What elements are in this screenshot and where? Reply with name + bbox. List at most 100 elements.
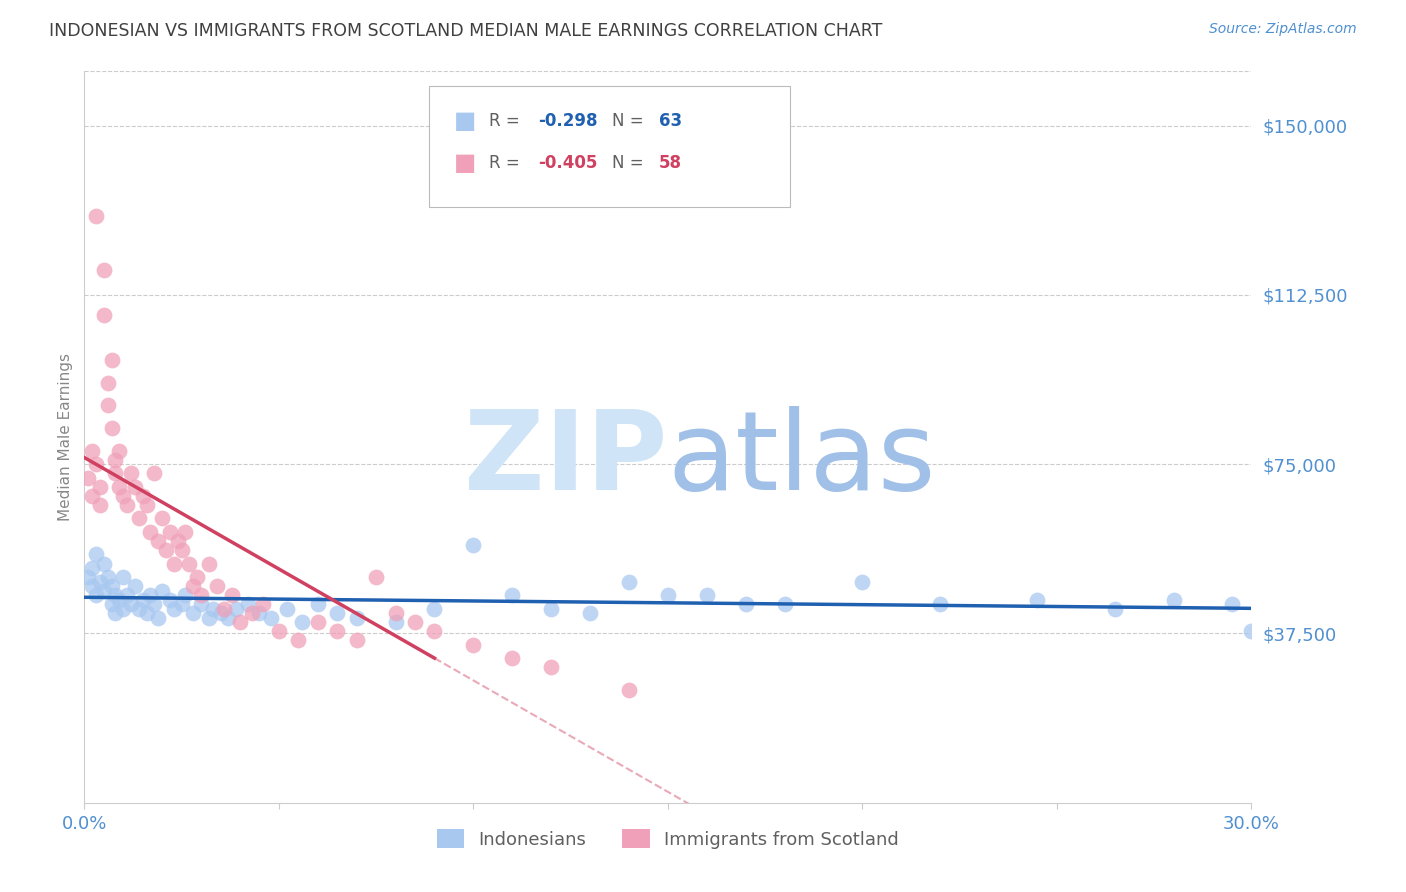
Point xyxy=(100,421,122,435)
Point xyxy=(93,557,115,571)
Point xyxy=(150,583,173,598)
Point xyxy=(249,606,271,620)
Point xyxy=(190,588,212,602)
Point xyxy=(307,615,329,630)
Legend: Indonesians, Immigrants from Scotland: Indonesians, Immigrants from Scotland xyxy=(430,822,905,856)
Point xyxy=(540,660,562,674)
Point xyxy=(501,588,523,602)
Point xyxy=(112,570,135,584)
Point xyxy=(287,633,309,648)
Text: ■: ■ xyxy=(454,109,477,133)
Point xyxy=(346,633,368,648)
Point xyxy=(132,489,155,503)
Text: 63: 63 xyxy=(658,112,682,130)
Point xyxy=(128,601,150,615)
Point xyxy=(657,588,679,602)
Point xyxy=(1104,601,1126,615)
Point xyxy=(124,579,146,593)
Point xyxy=(236,597,259,611)
Point xyxy=(384,606,406,620)
Point xyxy=(112,601,135,615)
Text: INDONESIAN VS IMMIGRANTS FROM SCOTLAND MEDIAN MALE EARNINGS CORRELATION CHART: INDONESIAN VS IMMIGRANTS FROM SCOTLAND M… xyxy=(49,22,883,40)
Point xyxy=(221,588,243,602)
Point xyxy=(1220,597,1243,611)
Point xyxy=(179,557,201,571)
Text: -0.405: -0.405 xyxy=(538,153,598,172)
Point xyxy=(201,601,224,615)
Point xyxy=(229,615,252,630)
Point xyxy=(773,597,796,611)
Point xyxy=(84,588,107,602)
Point xyxy=(181,579,204,593)
Point xyxy=(93,583,115,598)
Point xyxy=(128,511,150,525)
Point xyxy=(97,399,120,413)
Point xyxy=(217,610,239,624)
Point xyxy=(112,489,135,503)
Point xyxy=(159,592,181,607)
Point xyxy=(100,353,122,368)
Point xyxy=(540,601,562,615)
Point xyxy=(929,597,952,611)
Point xyxy=(139,588,162,602)
Point xyxy=(143,597,166,611)
Text: N =: N = xyxy=(612,112,648,130)
Point xyxy=(97,376,120,390)
Point xyxy=(159,524,181,539)
Point xyxy=(135,498,157,512)
Point xyxy=(404,615,426,630)
Point xyxy=(108,592,131,607)
Point xyxy=(89,498,111,512)
Point xyxy=(163,601,186,615)
Point xyxy=(734,597,756,611)
Point xyxy=(198,610,221,624)
Point xyxy=(214,601,236,615)
Point xyxy=(108,480,131,494)
Point xyxy=(174,524,197,539)
Point xyxy=(579,606,602,620)
Point xyxy=(366,570,388,584)
Point xyxy=(97,570,120,584)
Point xyxy=(93,263,115,277)
Point xyxy=(115,498,138,512)
Point xyxy=(100,597,122,611)
Point xyxy=(463,538,485,552)
Point xyxy=(77,570,100,584)
Point xyxy=(104,606,127,620)
Point xyxy=(104,466,127,480)
Point xyxy=(181,606,204,620)
Point xyxy=(148,610,170,624)
Point xyxy=(132,592,155,607)
Point xyxy=(463,638,485,652)
Text: N =: N = xyxy=(612,153,648,172)
Point xyxy=(252,597,274,611)
Point xyxy=(84,209,107,223)
Point xyxy=(82,443,104,458)
Point xyxy=(260,610,283,624)
Point xyxy=(291,615,314,630)
Point xyxy=(89,574,111,589)
Point xyxy=(326,606,349,620)
Point xyxy=(851,574,873,589)
Point xyxy=(93,308,115,322)
Point xyxy=(225,601,247,615)
Point xyxy=(148,533,170,548)
Point xyxy=(423,624,446,639)
Point xyxy=(124,480,146,494)
Point xyxy=(77,471,100,485)
Point xyxy=(384,615,406,630)
Point xyxy=(84,457,107,471)
Text: Source: ZipAtlas.com: Source: ZipAtlas.com xyxy=(1209,22,1357,37)
Point xyxy=(143,466,166,480)
Point xyxy=(108,443,131,458)
Point xyxy=(276,601,298,615)
Point xyxy=(135,606,157,620)
Point xyxy=(198,557,221,571)
Point xyxy=(307,597,329,611)
Point xyxy=(163,557,186,571)
Point xyxy=(326,624,349,639)
Point xyxy=(155,543,177,558)
Point xyxy=(120,466,142,480)
Point xyxy=(166,533,188,548)
Point xyxy=(174,588,197,602)
